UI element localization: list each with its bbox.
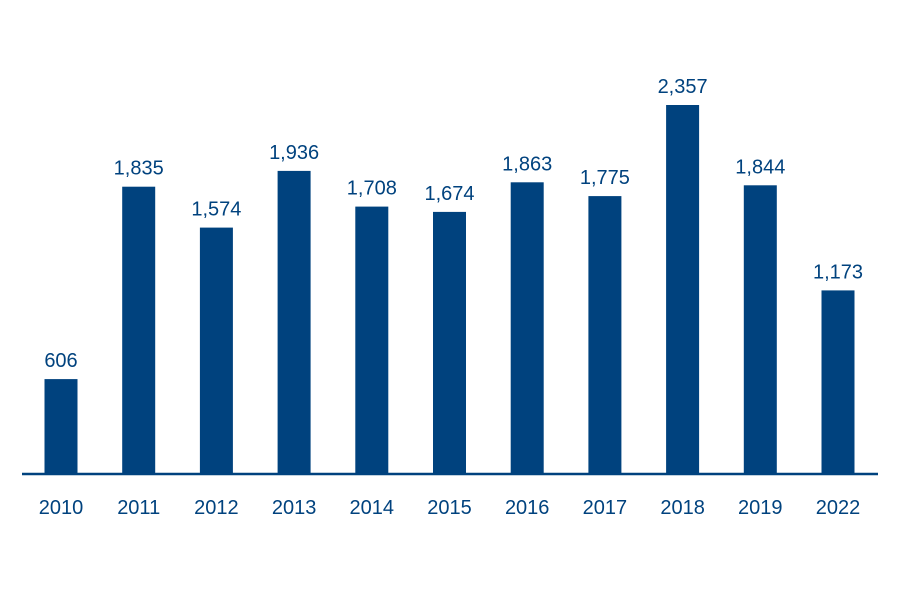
data-label-2018: 2,357 <box>658 76 708 98</box>
bar-2011 <box>122 186 156 474</box>
data-label-2022: 1,173 <box>813 261 863 283</box>
x-tick-label-2010: 2010 <box>39 497 84 519</box>
x-tick-label-2011: 2011 <box>117 497 160 519</box>
data-label-2015: 1,674 <box>424 183 474 205</box>
bar-2013 <box>277 170 311 474</box>
x-tick-label-2018: 2018 <box>660 497 705 519</box>
bars-group <box>44 105 855 475</box>
bar-2015 <box>433 211 466 474</box>
x-tick-label-2013: 2013 <box>272 497 317 519</box>
data-label-2017: 1,775 <box>580 167 630 189</box>
bar-2017 <box>588 196 622 474</box>
x-tick-label-2015: 2015 <box>427 497 472 519</box>
value-labels-group: 606 1,835 1,574 1,936 1,708 1,674 1,863 1,775 2,… <box>44 76 863 372</box>
bar-2010 <box>44 379 78 474</box>
data-label-2012: 1,574 <box>191 199 241 221</box>
data-label-2016: 1,863 <box>502 153 552 175</box>
bar-2016 <box>510 182 544 475</box>
x-tick-labels-group: 2010 2011 2012 2013 2014 2015 2016 2017 2018 2019… <box>39 497 861 519</box>
data-label-2019: 1,844 <box>735 156 785 178</box>
bar-2014 <box>355 206 389 474</box>
x-tick-label-2016: 2016 <box>505 497 550 519</box>
data-label-2010: 606 <box>44 350 77 372</box>
x-tick-label-2012: 2012 <box>194 497 239 519</box>
bar-2012 <box>199 227 233 474</box>
bar-2022 <box>821 290 855 474</box>
x-tick-label-2014: 2014 <box>350 497 395 519</box>
x-tick-label-2019: 2019 <box>738 497 783 519</box>
bar-2019 <box>743 185 777 475</box>
data-label-2013: 1,936 <box>269 142 319 164</box>
x-tick-label-2017: 2017 <box>583 497 628 519</box>
data-label-2014: 1,708 <box>347 178 397 200</box>
bar-2018 <box>666 105 700 474</box>
x-tick-label-2022: 2022 <box>816 497 861 519</box>
data-label-2011: 1,835 <box>114 158 164 180</box>
